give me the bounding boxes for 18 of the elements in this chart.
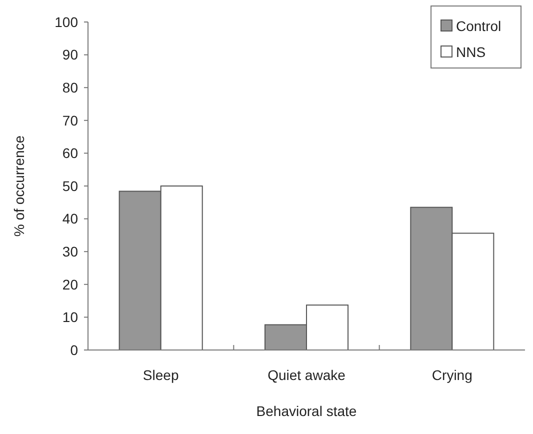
y-tick-label: 100 bbox=[54, 14, 78, 30]
y-tick-label: 70 bbox=[62, 112, 78, 128]
y-axis-title: % of occurrence bbox=[11, 135, 27, 237]
y-tick-label: 30 bbox=[62, 244, 78, 260]
y-tick-label: 50 bbox=[62, 178, 78, 194]
y-tick-label: 10 bbox=[62, 309, 78, 326]
y-tick-label: 90 bbox=[62, 46, 78, 63]
legend-label: NNS bbox=[456, 44, 486, 60]
legend-label: Control bbox=[456, 18, 502, 34]
y-tick-label: 40 bbox=[62, 210, 78, 227]
x-tick-label: Sleep bbox=[142, 367, 179, 383]
y-tick-label: 60 bbox=[62, 145, 78, 162]
x-axis-title: Behavioral state bbox=[256, 403, 357, 419]
y-tick-label: 0 bbox=[70, 342, 78, 358]
x-tick-label: Crying bbox=[432, 367, 472, 383]
y-tick-label: 80 bbox=[62, 80, 78, 96]
x-tick-label: Quiet awake bbox=[268, 367, 346, 383]
y-tick-label: 20 bbox=[62, 276, 78, 292]
